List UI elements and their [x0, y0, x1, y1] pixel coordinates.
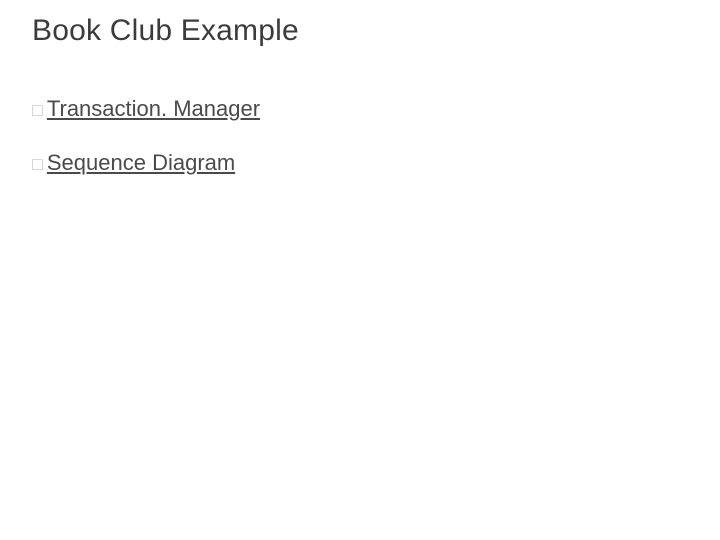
bullet-list: □ Transaction. Manager □ Sequence Diagra… — [32, 96, 688, 177]
slide-title: Book Club Example — [32, 14, 688, 48]
square-bullet-icon: □ — [32, 99, 43, 121]
list-item: □ Sequence Diagram — [32, 150, 688, 176]
list-item: □ Transaction. Manager — [32, 96, 688, 122]
transaction-manager-link[interactable]: Transaction. Manager — [47, 96, 260, 122]
square-bullet-icon: □ — [32, 153, 43, 175]
sequence-diagram-link[interactable]: Sequence Diagram — [47, 150, 235, 176]
slide-container: Book Club Example □ Transaction. Manager… — [0, 0, 720, 540]
